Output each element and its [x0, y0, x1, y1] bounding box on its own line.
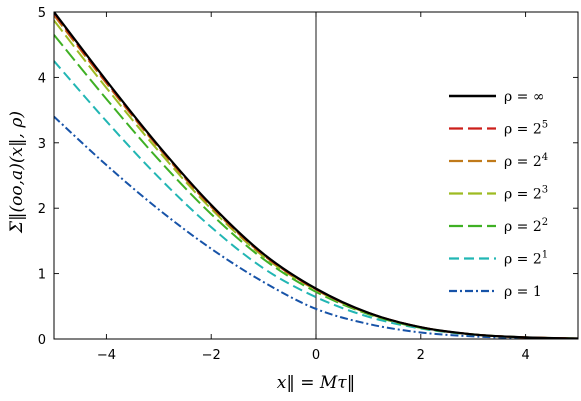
- legend-label-2: ρ = 25: [504, 120, 548, 138]
- y-tick-label: 1: [38, 268, 46, 283]
- legend-label-6: ρ = 21: [504, 250, 548, 268]
- y-tick-label: 0: [38, 333, 46, 348]
- series-line-7: [54, 115, 578, 339]
- legend: ρ = ∞ ρ = 25 ρ = 24 ρ = 23 ρ = 22 ρ = 21 ρ = 1: [449, 89, 548, 300]
- x-tick-label: 2: [417, 348, 425, 363]
- x-axis-title: x‖ = Mτ‖: [277, 373, 355, 393]
- legend-label-1: ρ = ∞: [504, 89, 545, 105]
- reference-lines: [54, 12, 578, 340]
- y-tick-label: 3: [38, 137, 46, 152]
- x-tick-label: 4: [521, 348, 529, 363]
- x-tick-label: −4: [97, 348, 116, 363]
- axis-ticks: −4 −2 0 2 4 0 1 2 3 4 5: [38, 6, 578, 363]
- y-tick-label: 2: [38, 202, 46, 217]
- series-layer: [54, 12, 578, 339]
- y-tick-label: 5: [38, 6, 46, 21]
- x-tick-label: 0: [312, 348, 320, 363]
- legend-label-7: ρ = 1: [504, 284, 542, 300]
- series-line-1: [54, 12, 578, 339]
- legend-label-5: ρ = 22: [504, 217, 548, 235]
- y-axis-title: Σ‖(oo,a)(x‖, ρ): [7, 111, 27, 234]
- x-tick-label: −2: [202, 348, 221, 363]
- legend-label-4: ρ = 23: [504, 185, 548, 203]
- y-tick-label: 4: [38, 71, 46, 86]
- legend-label-3: ρ = 24: [504, 152, 548, 170]
